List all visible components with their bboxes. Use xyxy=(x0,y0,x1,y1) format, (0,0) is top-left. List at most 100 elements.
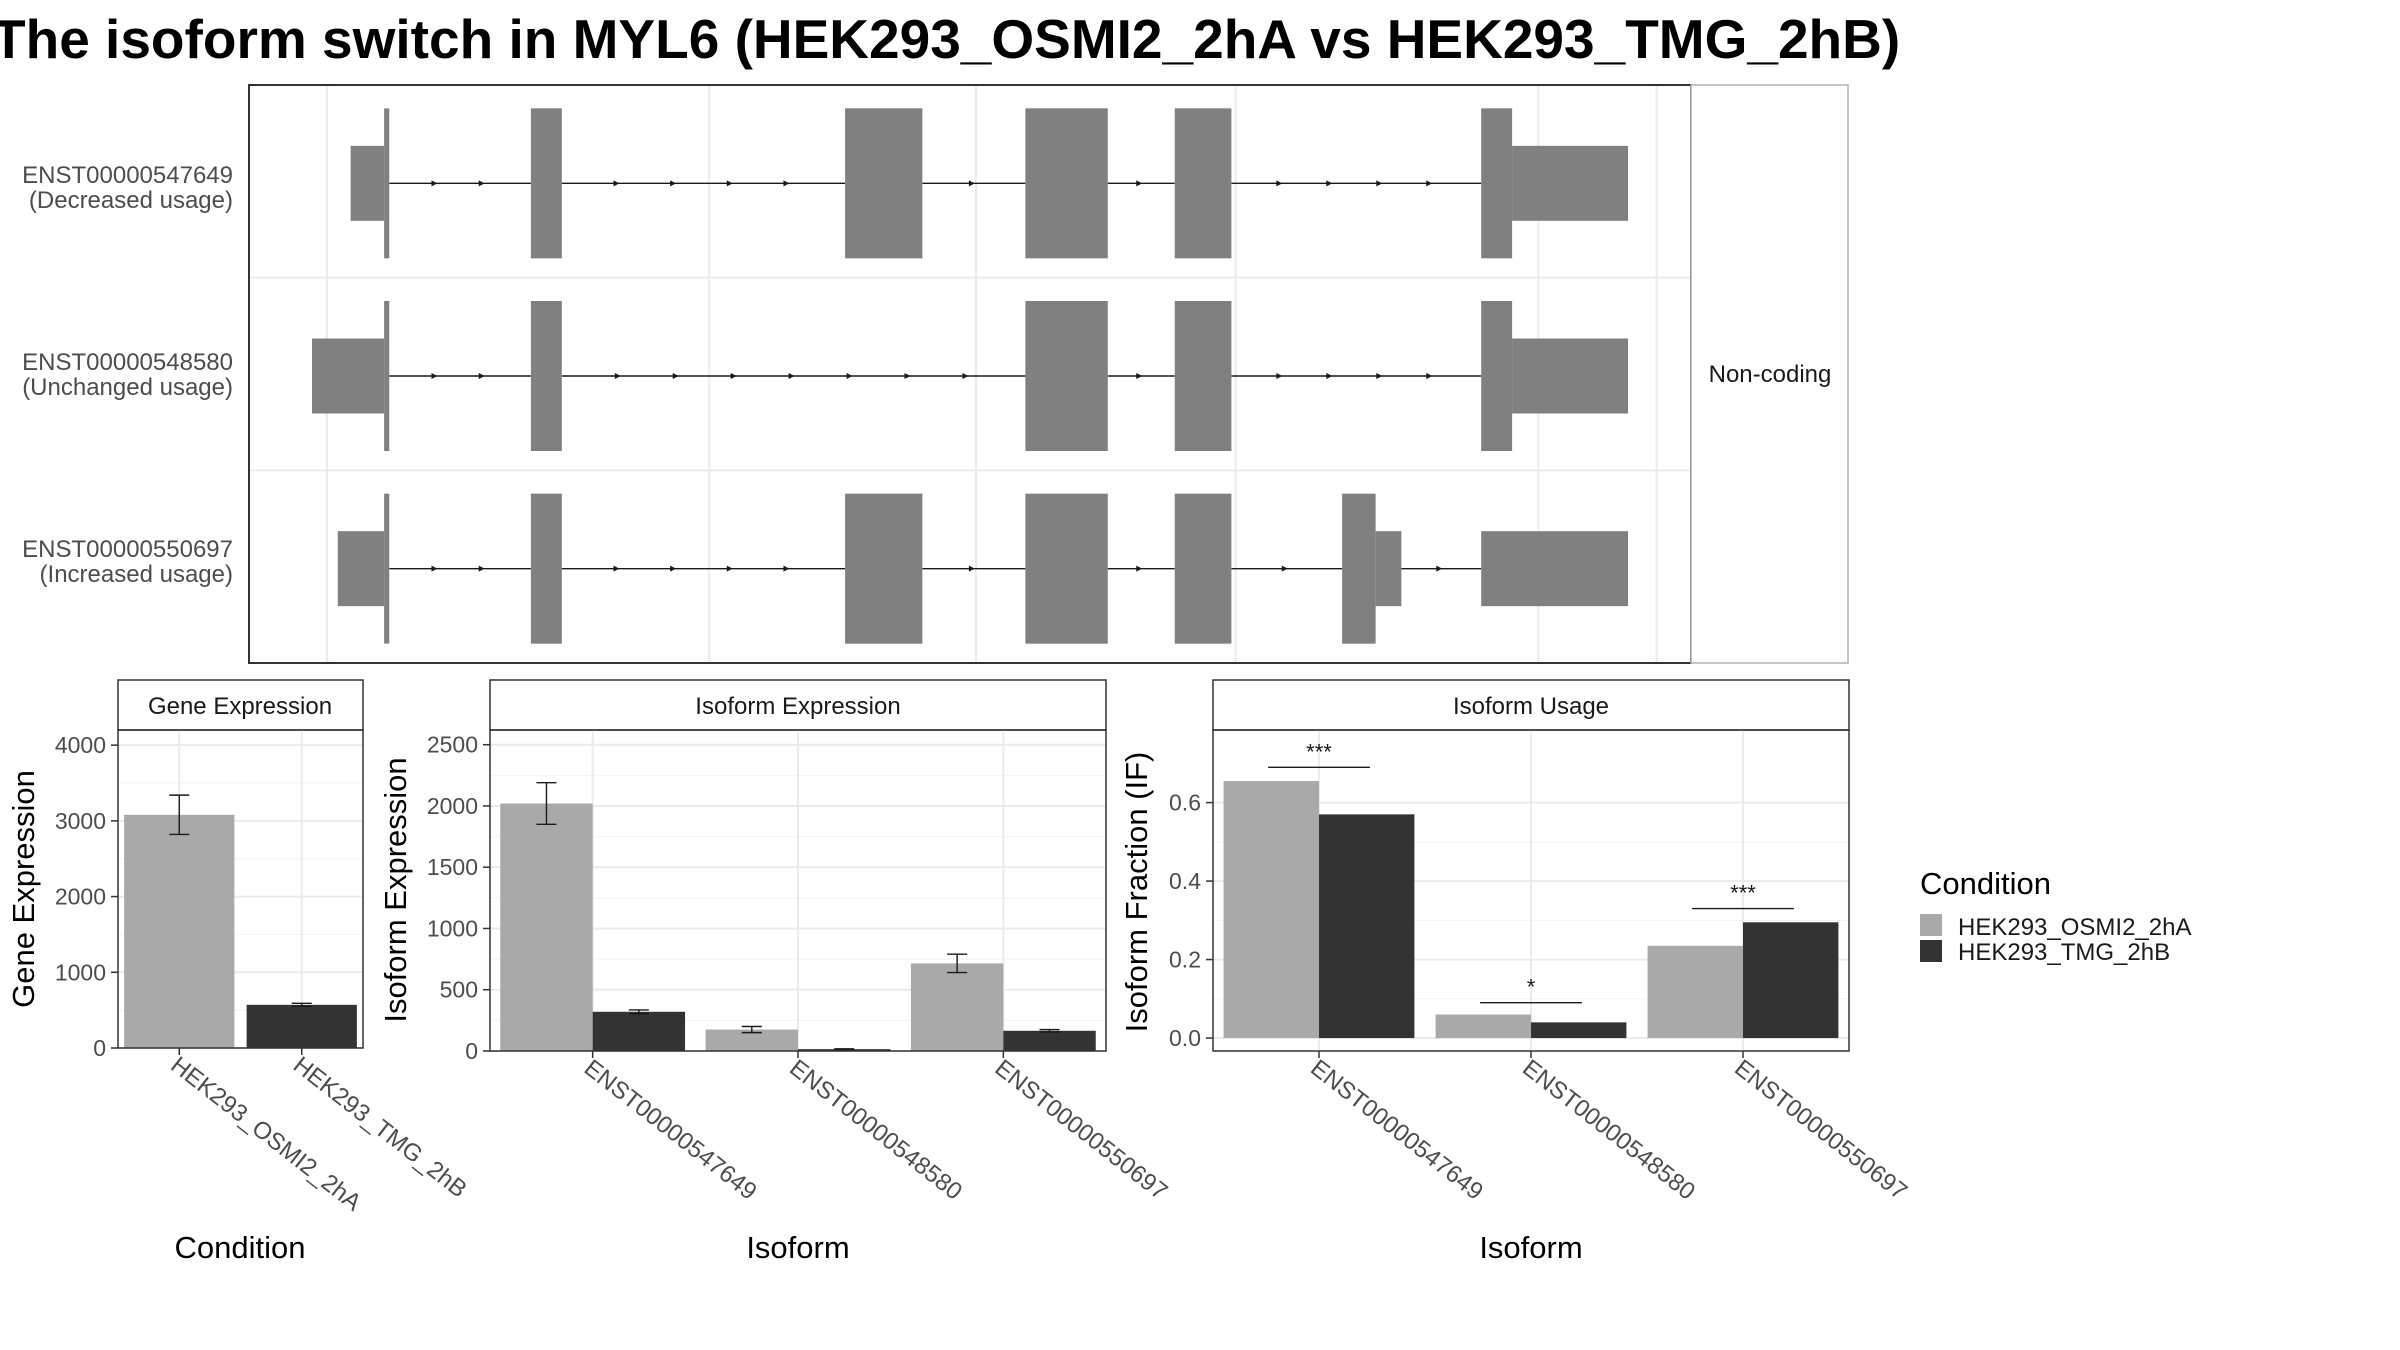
y-tick-label: 0.0 xyxy=(1169,1025,1201,1051)
exon-utr xyxy=(350,145,385,221)
intron-arrow xyxy=(846,373,853,379)
isoform-expression-border xyxy=(489,729,1107,1052)
exon-coding xyxy=(1025,108,1108,259)
isoform-label-1-id: ENST00000547649 xyxy=(22,162,233,189)
exon-coding xyxy=(1342,493,1376,644)
exon-coding xyxy=(845,108,923,259)
intron-arrow xyxy=(1136,180,1143,187)
x-tick-label: ENST00000550697 xyxy=(990,1054,1173,1205)
intron-arrow xyxy=(614,373,621,379)
intron-arrow xyxy=(670,565,677,572)
legend-key-condition-b xyxy=(1920,940,1942,962)
exon-coding xyxy=(1025,493,1108,644)
intron-arrow xyxy=(726,180,733,187)
exon-utr xyxy=(1512,338,1628,414)
y-tick-label: 500 xyxy=(440,977,478,1003)
intron-arrow xyxy=(726,565,733,572)
intron-arrow xyxy=(1136,565,1143,572)
exon-coding xyxy=(1481,108,1513,259)
isoform-expression-strip-title: Isoform Expression xyxy=(695,693,900,720)
isoform-usage-panel: Isoform Usage 0.0 0.2 0.4 0.6 ENST0000054764… xyxy=(1119,679,1912,1265)
gene-expression-ylabel: Gene Expression xyxy=(6,770,41,1008)
y-tick-label: 2000 xyxy=(55,884,106,910)
y-tick-label: 3000 xyxy=(55,808,106,834)
y-tick-label: 2500 xyxy=(427,732,478,758)
intron-arrow xyxy=(1426,180,1433,187)
y-tick-label: 2000 xyxy=(427,793,478,819)
intron-arrow xyxy=(783,180,790,187)
exon-utr xyxy=(337,531,385,607)
intron-arrow xyxy=(478,180,485,187)
exon-coding xyxy=(384,301,390,451)
exon-coding xyxy=(1025,301,1108,451)
y-tick-label: 4000 xyxy=(55,732,106,758)
intron-arrow xyxy=(478,565,485,572)
bar xyxy=(705,1029,798,1051)
intron-arrow xyxy=(672,373,679,379)
exon-utr xyxy=(1512,145,1628,221)
x-tick-label: ENST00000550697 xyxy=(1729,1054,1912,1205)
y-tick-label: 0.6 xyxy=(1169,790,1201,816)
bar xyxy=(1647,945,1743,1039)
y-tick-label: 0.2 xyxy=(1169,947,1201,973)
bar xyxy=(246,1004,357,1048)
exon-coding xyxy=(845,493,923,644)
gene-expression-border xyxy=(117,729,364,1049)
intron-arrow xyxy=(478,373,485,379)
y-tick-label: 1000 xyxy=(427,915,478,941)
intron-arrow xyxy=(904,373,911,379)
intron-arrow xyxy=(431,180,438,187)
isoform-expression-xlabel: Isoform xyxy=(746,1230,849,1265)
exon-coding xyxy=(1481,301,1513,451)
x-tick-label: ENST00000547649 xyxy=(579,1054,762,1205)
isoform-label-3-id: ENST00000550697 xyxy=(22,536,233,563)
exon-coding xyxy=(530,493,562,644)
intron-arrow xyxy=(730,373,737,379)
exon-coding xyxy=(530,301,562,451)
legend: Condition HEK293_OSMI2_2hA HEK293_TMG_2h… xyxy=(1920,866,2191,966)
exon-coding xyxy=(1174,493,1232,644)
significance-label: *** xyxy=(1730,881,1756,906)
intron-arrow xyxy=(1426,373,1433,379)
exon-coding xyxy=(1174,301,1232,451)
y-tick-label: 1500 xyxy=(427,854,478,880)
legend-title: Condition xyxy=(1920,866,2051,901)
gene-expression-xlabel: Condition xyxy=(175,1230,306,1265)
figure-title: The isoform switch in MYL6 (HEK293_OSMI2… xyxy=(0,8,1900,70)
y-tick-label: 0.4 xyxy=(1169,868,1201,894)
intron-arrow xyxy=(431,373,438,379)
isoform-label-2-id: ENST00000548580 xyxy=(22,349,233,376)
x-tick-label: ENST00000548580 xyxy=(784,1054,967,1205)
y-tick-label: 0 xyxy=(93,1035,106,1061)
exon-coding xyxy=(384,493,390,644)
isoform-usage-border xyxy=(1212,729,1850,1052)
legend-label-condition-a: HEK293_OSMI2_2hA xyxy=(1958,914,2191,941)
gene-expression-strip xyxy=(117,679,364,731)
exon-utr xyxy=(1375,531,1402,607)
intron-arrow xyxy=(613,180,620,187)
exon-coding xyxy=(384,108,390,259)
bar xyxy=(1743,922,1839,1039)
intron-arrow xyxy=(431,565,438,572)
isoform-structure-panel: Non-coding ENST00000547649 (Decreased us… xyxy=(22,84,1849,664)
intron-arrow xyxy=(1376,373,1383,379)
intron-arrow xyxy=(1376,180,1383,187)
intron-arrow xyxy=(788,373,795,379)
non-coding-strip xyxy=(1690,84,1849,664)
significance-label: *** xyxy=(1306,739,1332,764)
isoform-usage-xlabel: Isoform xyxy=(1479,1230,1582,1265)
isoform-usage-strip xyxy=(1212,679,1850,731)
isoform-usage-strip-title: Isoform Usage xyxy=(1453,693,1609,720)
y-tick-label: 1000 xyxy=(55,959,106,985)
isoform-usage-ylabel: Isoform Fraction (IF) xyxy=(1119,752,1154,1033)
structure-panel-border xyxy=(248,84,1692,664)
isoform-expression-ylabel: Isoform Expression xyxy=(378,757,413,1022)
isoform-expression-panel: Isoform Expression 0 500 1000 1500 2000 2500 E… xyxy=(378,679,1173,1265)
x-tick-label: ENST00000547649 xyxy=(1305,1054,1488,1205)
isoform-label-3-usage: (Increased usage) xyxy=(40,561,233,588)
non-coding-strip-label: Non-coding xyxy=(1709,361,1832,388)
intron-arrow xyxy=(1276,373,1283,379)
significance-label: * xyxy=(1527,975,1536,1000)
